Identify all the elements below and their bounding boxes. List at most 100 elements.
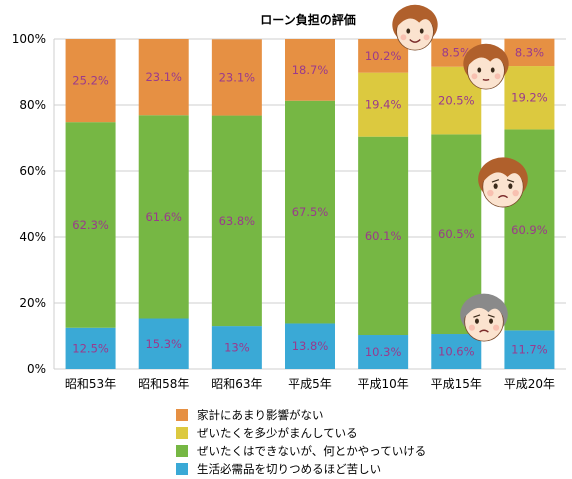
- x-tick-label: 平成5年: [288, 377, 332, 391]
- legend-swatch: [176, 445, 188, 457]
- data-label: 20.5%: [438, 94, 475, 108]
- data-label: 23.1%: [219, 70, 256, 84]
- face-eye: [419, 28, 424, 34]
- face-brow: [506, 179, 515, 183]
- data-label: 25.2%: [72, 74, 109, 88]
- face-eye: [493, 183, 498, 189]
- bar-segment: [211, 115, 262, 327]
- bar-segment: [504, 38, 555, 67]
- legend-item: 家計にあまり影響がない: [176, 406, 426, 424]
- data-label: 8.3%: [515, 45, 544, 59]
- legend-label: 家計にあまり影響がない: [197, 408, 324, 422]
- y-tick-label: 0%: [27, 362, 46, 376]
- x-tick-label: 昭和58年: [138, 377, 189, 391]
- face-mouth: [497, 194, 509, 199]
- face-eye: [477, 67, 482, 73]
- data-label: 60.5%: [438, 227, 475, 241]
- decorative-faces: [392, 4, 528, 342]
- legend-label: ぜいたくはできないが、何とかやっていける: [197, 444, 427, 458]
- x-tick-label: 平成10年: [358, 377, 409, 391]
- face-cheek: [471, 73, 478, 80]
- data-label: 11.7%: [511, 343, 548, 357]
- legend: 家計にあまり影響がないぜいたくを多少がまんしているぜいたくはできないが、何とかや…: [176, 406, 426, 478]
- bar-segment: [431, 334, 482, 369]
- bar-segment: [504, 66, 555, 130]
- face-brow: [473, 314, 481, 318]
- face-cheek: [493, 324, 500, 331]
- face-mouth: [479, 329, 489, 333]
- data-label: 13.8%: [292, 339, 329, 353]
- bar-segment: [285, 100, 335, 324]
- face-brow: [487, 314, 495, 318]
- bar-segment: [211, 39, 262, 116]
- face-cheek: [512, 189, 519, 197]
- legend-item: 生活必需品を切りつめるほど苦しい: [176, 460, 426, 478]
- y-tick-label: 80%: [19, 98, 46, 112]
- face-eye: [490, 67, 495, 73]
- face-icon-worried: [478, 157, 528, 208]
- bar-segment: [138, 39, 189, 116]
- face-bangs: [396, 7, 435, 29]
- y-tick-label: 40%: [19, 230, 46, 244]
- bar-segment: [65, 39, 116, 123]
- data-label: 10.3%: [365, 345, 402, 359]
- face-icon-distressed: [460, 293, 508, 342]
- bar-segment: [65, 122, 116, 328]
- face-eye: [508, 183, 513, 189]
- chart-title: ローン負担の評価: [260, 12, 355, 27]
- data-label: 19.4%: [365, 98, 402, 112]
- face-cheek: [423, 34, 430, 41]
- data-label: 10.6%: [438, 345, 475, 359]
- data-label: 13%: [224, 341, 250, 355]
- data-label: 12.5%: [72, 341, 109, 355]
- data-label: 62.3%: [72, 218, 109, 232]
- x-tick-label: 昭和53年: [65, 377, 116, 391]
- face-bangs: [482, 160, 525, 184]
- bar-segment: [138, 115, 189, 319]
- face-icon-calm: [463, 43, 509, 90]
- legend-label: ぜいたくを多少がまんしている: [197, 426, 358, 440]
- face-icon-smiling: [392, 4, 438, 51]
- legend-item: ぜいたくはできないが、何とかやっていける: [176, 442, 426, 460]
- legend-swatch: [176, 463, 188, 475]
- legend-swatch: [176, 427, 188, 439]
- face-mouth: [409, 38, 421, 43]
- face-eye: [474, 318, 479, 324]
- bar-segment: [358, 335, 409, 369]
- data-label: 10.2%: [365, 49, 402, 63]
- data-label: 63.8%: [219, 214, 256, 228]
- legend-item: ぜいたくを多少がまんしている: [176, 424, 426, 442]
- data-label: 23.1%: [145, 70, 182, 84]
- bar-segment: [358, 39, 409, 73]
- x-tick-label: 平成20年: [504, 377, 555, 391]
- data-label: 8.5%: [442, 46, 471, 60]
- face-cheek: [400, 34, 407, 41]
- bar-segment: [211, 326, 262, 369]
- x-tick-label: 平成15年: [431, 377, 482, 391]
- face-cheek: [487, 189, 494, 197]
- data-label: 15.3%: [145, 337, 182, 351]
- face-mouth: [482, 78, 490, 81]
- bar-segment: [285, 323, 335, 369]
- y-tick-label: 100%: [12, 32, 46, 46]
- data-label: 60.1%: [365, 229, 402, 243]
- face-bangs: [464, 296, 505, 319]
- bar-segment: [65, 327, 116, 369]
- x-tick-label: 昭和63年: [211, 377, 262, 391]
- chart-svg: ローン負担の評価 0% 20% 40% 60% 80% 100% 12.5% 62.3% 25…: [12, 4, 566, 391]
- y-tick-label: 20%: [19, 296, 46, 310]
- bar-segment: [504, 330, 555, 369]
- x-axis: 昭和53年 昭和58年 昭和63年 平成5年 平成10年 平成15年 平成20年: [65, 377, 555, 391]
- face-eye: [406, 28, 411, 34]
- bar-segment: [358, 136, 409, 336]
- face-eye: [489, 318, 494, 324]
- legend-swatch: [176, 409, 188, 421]
- data-label: 19.2%: [511, 91, 548, 105]
- data-label: 61.6%: [145, 210, 182, 224]
- face-brow: [491, 179, 500, 183]
- data-label: 18.7%: [292, 63, 329, 77]
- face-cheek: [494, 73, 501, 80]
- y-tick-label: 60%: [19, 164, 46, 178]
- bar-segment: [138, 318, 189, 369]
- bar-segment: [358, 72, 409, 137]
